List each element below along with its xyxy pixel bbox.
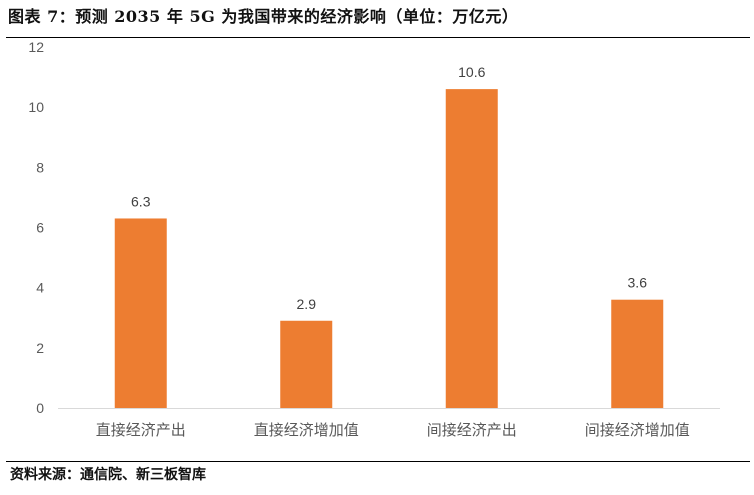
y-tick-label: 6 [36, 220, 44, 236]
data-label: 10.6 [458, 64, 485, 80]
bar [114, 218, 167, 408]
y-tick-label: 12 [28, 39, 44, 55]
x-tick-label: 直接经济产出 [96, 422, 186, 439]
y-tick-label: 2 [36, 340, 44, 356]
data-label: 3.6 [628, 275, 648, 291]
source-note: 资料来源：通信院、新三板智库 [10, 467, 206, 483]
x-tick-label: 直接经济增加值 [254, 422, 359, 439]
data-label: 6.3 [131, 193, 151, 209]
y-tick-label: 8 [36, 159, 44, 175]
top-rule [6, 37, 750, 38]
bar [280, 320, 333, 408]
bar [445, 89, 498, 408]
data-label: 2.9 [297, 296, 317, 312]
y-tick-label: 0 [36, 400, 44, 416]
bar [611, 299, 664, 408]
x-tick-label: 间接经济产出 [427, 422, 517, 439]
bottom-rule [6, 461, 750, 462]
y-tick-label: 10 [28, 99, 44, 115]
y-tick-label: 4 [36, 280, 44, 296]
x-tick-label: 间接经济增加值 [585, 422, 690, 439]
chart-title: 图表 7：预测 2035 年 5G 为我国带来的经济影响（单位：万亿元） [8, 7, 519, 26]
